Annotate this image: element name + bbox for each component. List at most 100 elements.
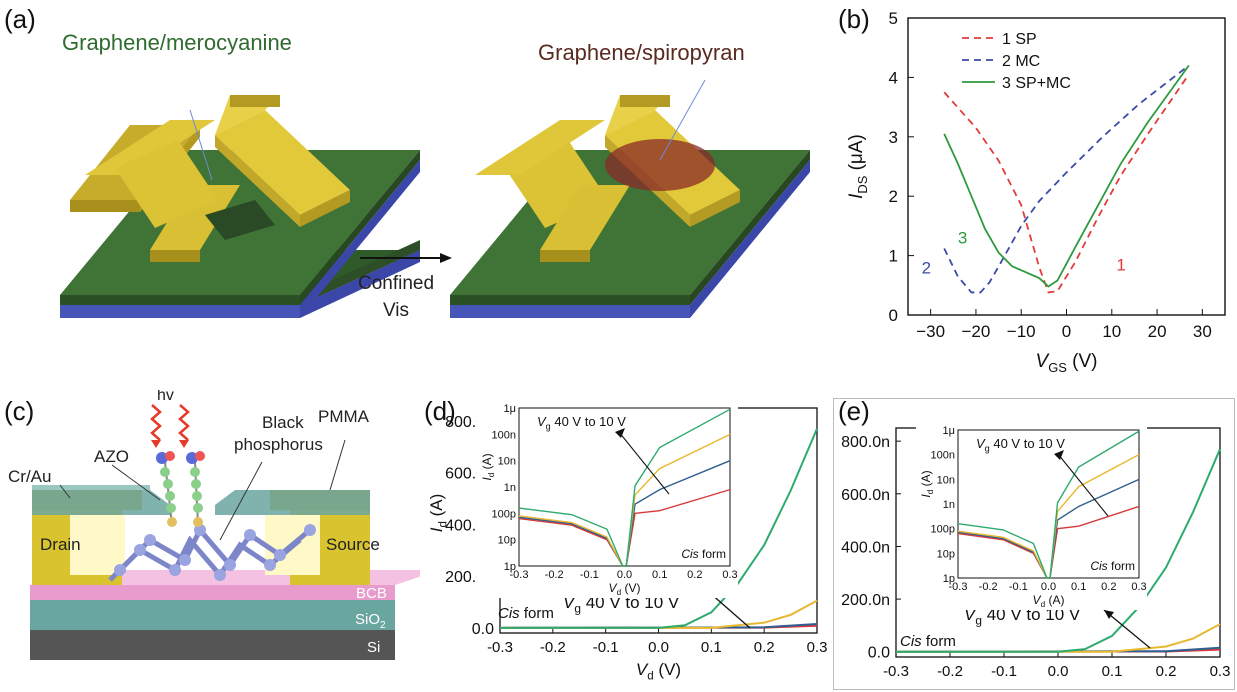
e-x-tick-label: -0.2 bbox=[937, 663, 963, 680]
crau-label: Cr/Au bbox=[8, 467, 51, 486]
source-label: Source bbox=[326, 535, 380, 554]
d-inset-cis-annotation: Cis form bbox=[681, 547, 726, 561]
e-y-tick-label: 0.0 bbox=[868, 645, 890, 662]
arrow-head bbox=[440, 253, 452, 263]
bp-leader bbox=[219, 461, 263, 541]
d-inset-x-tick-label: -0.3 bbox=[510, 569, 529, 581]
x-tick-label-b: 10 bbox=[1102, 322, 1121, 341]
x-tick-label-b: −30 bbox=[916, 322, 945, 341]
azo-molecules bbox=[156, 451, 205, 527]
chart-e: -0.3 -0.2 -0.1 0.0 0.1 0.2 0.3 0.0 200.0n 400.0n 6… bbox=[841, 422, 1231, 680]
y-tick-label-b: 1 bbox=[889, 247, 898, 266]
e-inset-y-tick-label: 10p bbox=[937, 548, 955, 560]
y-tick-label-b: 3 bbox=[889, 128, 898, 147]
bcb-layer bbox=[30, 585, 395, 600]
curve-label-3: 3 bbox=[958, 229, 967, 248]
x-tick-label-b: −10 bbox=[1007, 322, 1036, 341]
e-inset-x-tick-label: -0.2 bbox=[979, 581, 998, 593]
azo-leader bbox=[111, 464, 161, 501]
title-spiropyran: Graphene/spiropyran bbox=[538, 40, 745, 65]
panel-c-illustration: hv Black phosphorus PMMA AZO Cr/Au Drain… bbox=[8, 390, 420, 660]
pointer-line-right bbox=[659, 79, 706, 161]
series-line-2 bbox=[943, 64, 1190, 294]
series-line-1 bbox=[943, 73, 1190, 294]
pmma-label: PMMA bbox=[318, 407, 370, 426]
arrow-label-vis: Vis bbox=[383, 300, 409, 321]
panel-b-label: (b) bbox=[838, 4, 870, 34]
si-label: Si bbox=[367, 639, 380, 656]
e-x-tick-label: 0.0 bbox=[1048, 663, 1069, 680]
graphene-device-left bbox=[60, 95, 420, 318]
d-x-tick-label: -0.1 bbox=[593, 639, 619, 656]
d-inset-y-tick-label: 10n bbox=[498, 456, 516, 468]
d-x-tick-label: 0.1 bbox=[701, 639, 722, 656]
e-inset-y-tick-label: 10n bbox=[937, 474, 955, 486]
x-tick-label-b: 0 bbox=[1062, 322, 1071, 341]
y-tick-label-b: 2 bbox=[889, 187, 898, 206]
d-inset-x-tick-label: -0.2 bbox=[545, 569, 564, 581]
panel-e-label: (e) bbox=[838, 396, 870, 426]
e-x-tick-label: 0.3 bbox=[1210, 663, 1231, 680]
x-axis-label-b: VGS (V) bbox=[1036, 351, 1098, 375]
d-x-axis-label: Vd (V) bbox=[636, 660, 681, 682]
e-x-tick-label: -0.1 bbox=[991, 663, 1017, 680]
drain-gap bbox=[70, 515, 125, 575]
sio2-label: SiO2 bbox=[355, 611, 386, 631]
wave-head-2 bbox=[179, 440, 189, 448]
chart-d: -0.3 -0.2 -0.1 0.0 0.1 0.2 0.30.0200.0n400.0n6… bbox=[427, 400, 827, 682]
e-inset-y-tick-label: 100p bbox=[931, 524, 955, 536]
d-inset-y-axis-label: Id (A) bbox=[480, 453, 496, 480]
d-inset-x-tick-label: 0.2 bbox=[687, 569, 702, 581]
bp-label-2: phosphorus bbox=[234, 435, 323, 454]
arrow-label-confined: Confined bbox=[358, 273, 434, 294]
graphene-device-right bbox=[450, 95, 810, 318]
si-layer bbox=[30, 630, 395, 660]
x-tick-label-b: −20 bbox=[962, 322, 991, 341]
d-inset-x-tick-label: 0.3 bbox=[722, 569, 737, 581]
d-x-tick-label: -0.3 bbox=[487, 639, 513, 656]
bcb-label: BCB bbox=[356, 585, 387, 602]
e-x-tick-label: -0.3 bbox=[883, 663, 909, 680]
e-y-tick-label: 200.0n bbox=[841, 592, 890, 609]
d-x-tick-label: -0.2 bbox=[540, 639, 566, 656]
d-inset-arrow-line bbox=[618, 431, 670, 495]
e-inset-y-tick-label: 1μ bbox=[943, 425, 955, 437]
e-inset-x-tick-label: 0.2 bbox=[1101, 581, 1116, 593]
d-inset-x-axis-label: Vd (V) bbox=[609, 581, 641, 597]
y-axis-label-b: IDS (μA) bbox=[846, 134, 870, 199]
panel-e-frame bbox=[833, 398, 1235, 690]
black-phosphorus bbox=[108, 525, 312, 582]
crau-leader bbox=[59, 484, 71, 499]
azo-label: AZO bbox=[94, 447, 129, 466]
e-inset-x-tick-label: 0.3 bbox=[1131, 581, 1146, 593]
e-inset-x-axis-label: Vd (A) bbox=[1033, 593, 1065, 609]
e-arrow-line bbox=[1103, 609, 1151, 649]
e-series-line-4 bbox=[896, 448, 1221, 653]
pmma-leader bbox=[329, 439, 346, 491]
d-y-tick-label: 0.0 bbox=[472, 621, 494, 638]
curve-label-2: 2 bbox=[922, 258, 931, 277]
e-inset-y-tick-label: 100n bbox=[931, 450, 955, 462]
d-inset-y-tick-label: 100p bbox=[492, 508, 516, 520]
e-cis-annotation: Cis form bbox=[900, 633, 956, 650]
y-tick-label-b: 5 bbox=[889, 9, 898, 28]
d-inset-y-tick-label: 100n bbox=[492, 429, 516, 441]
legend-label-1: 1 SP bbox=[1002, 31, 1037, 48]
e-y-tick-label: 600.0n bbox=[841, 487, 890, 504]
e-inset-cis-annotation: Cis form bbox=[1090, 559, 1135, 573]
d-inset-x-tick-label: -0.1 bbox=[580, 569, 599, 581]
drain-label: Drain bbox=[40, 535, 81, 554]
curve-label-1: 1 bbox=[1116, 255, 1125, 274]
title-merocyanine: Graphene/merocyanine bbox=[62, 30, 292, 55]
d-inset-x-tick-label: 0.1 bbox=[652, 569, 667, 581]
pmma-right bbox=[215, 490, 370, 515]
e-inset-x-tick-label: -0.1 bbox=[1009, 581, 1028, 593]
e-x-tick-label: 0.1 bbox=[1102, 663, 1123, 680]
chart-b: −30 −20 −10 0 10 20 30 0 1 2 3 4 5 VGS (V) IDS (μA) 1 S… bbox=[846, 9, 1226, 375]
e-inset-y-tick-label: 1n bbox=[943, 499, 955, 511]
d-cis-annotation: Cis form bbox=[498, 605, 554, 622]
d-inset-y-tick-label: 1p bbox=[504, 561, 516, 573]
legend-label-3: 3 SP+MC bbox=[1002, 75, 1071, 92]
d-inset-y-tick-label: 10p bbox=[498, 535, 516, 547]
panel-a-label: (a) bbox=[4, 4, 36, 34]
